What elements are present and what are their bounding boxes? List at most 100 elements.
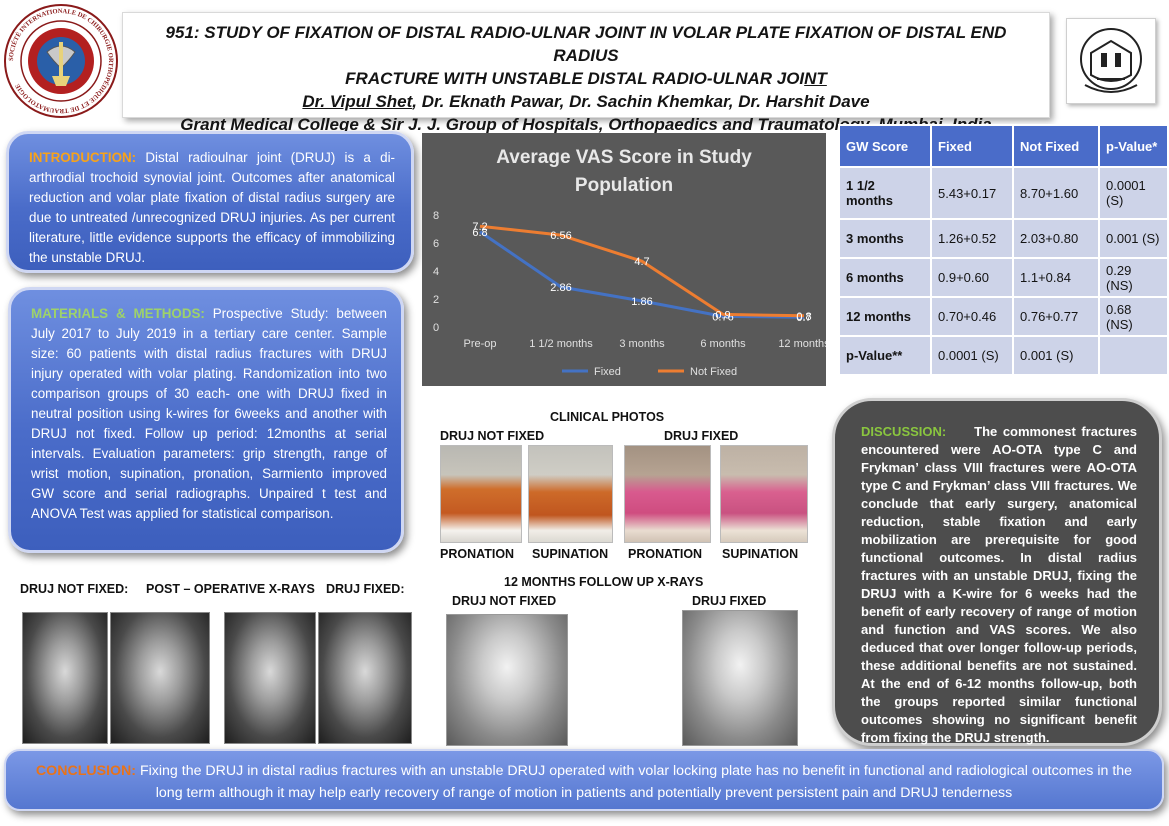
legend-label: Fixed bbox=[594, 366, 621, 378]
table-row: 12 months 0.70+0.46 0.76+0.77 0.68 (NS) bbox=[838, 296, 1169, 337]
table-cell bbox=[1098, 335, 1169, 376]
xray-postop-not-fixed-lateral bbox=[110, 612, 210, 744]
data-label: 7.2 bbox=[472, 221, 487, 233]
materials-methods-heading: MATERIALS & METHODS: bbox=[31, 306, 205, 321]
conclusion-box: CONCLUSION: Fixing the DRUJ in distal ra… bbox=[4, 749, 1164, 811]
y-tick-label: 6 bbox=[433, 238, 439, 250]
table-cell: 2.03+0.80 bbox=[1012, 218, 1100, 259]
table-header-row: GW Score Fixed Not Fixed p-Value* bbox=[838, 124, 1169, 168]
clinical-photo-fixed-supination bbox=[720, 445, 808, 543]
legend-label: Not Fixed bbox=[690, 366, 737, 378]
table-row: 1 1/2 months 5.43+0.17 8.70+1.60 0.0001 … bbox=[838, 166, 1169, 220]
caption-pronation: PRONATION bbox=[628, 547, 703, 561]
table-cell: 1.26+0.52 bbox=[930, 218, 1014, 259]
y-tick-label: 8 bbox=[433, 210, 439, 222]
y-tick-label: 2 bbox=[433, 294, 439, 306]
xray-postop-fixed-lateral bbox=[318, 612, 412, 744]
caption-supination: SUPINATION bbox=[532, 547, 609, 561]
introduction-text: Distal radioulnar joint (DRUJ) is a di-a… bbox=[29, 150, 395, 265]
materials-methods-box: MATERIALS & METHODS: Prospective Study: … bbox=[8, 287, 404, 553]
co-authors: , Dr. Eknath Pawar, Dr. Sachin Khemkar, … bbox=[412, 92, 870, 111]
x-tick-label: 12 months bbox=[778, 338, 826, 350]
data-label: 0.8 bbox=[796, 311, 811, 323]
conclusion-text: Fixing the DRUJ in distal radius fractur… bbox=[136, 763, 1133, 801]
clinical-label-not-fixed: DRUJ NOT FIXED bbox=[440, 429, 545, 443]
data-label: 2.86 bbox=[550, 282, 571, 294]
y-tick-label: 0 bbox=[433, 322, 439, 334]
xray-postop-not-fixed-ap bbox=[22, 612, 108, 744]
table-row: 6 months 0.9+0.60 1.1+0.84 0.29 (NS) bbox=[838, 257, 1169, 298]
chart-title-line-2: Population bbox=[575, 175, 673, 196]
table-cell: 0.001 (S) bbox=[1012, 335, 1100, 376]
authors: Dr. Vipul Shet, Dr. Eknath Pawar, Dr. Sa… bbox=[123, 90, 1049, 113]
college-logo bbox=[1066, 18, 1156, 104]
poster-header: 951: STUDY OF FIXATION OF DISTAL RADIO-U… bbox=[122, 12, 1050, 134]
table-row: 3 months 1.26+0.52 2.03+0.80 0.001 (S) bbox=[838, 218, 1169, 259]
table-cell: 8.70+1.60 bbox=[1012, 166, 1100, 220]
table-header-cell: Not Fixed bbox=[1012, 124, 1100, 168]
table-cell: 3 months bbox=[838, 218, 932, 259]
sicot-logo: SOCIÉTÉ INTERNATIONALE DE CHIRURGIE ORTH… bbox=[2, 2, 120, 120]
clinical-photo-fixed-pronation bbox=[624, 445, 711, 543]
table-header-cell: Fixed bbox=[930, 124, 1014, 168]
clinical-label-fixed: DRUJ FIXED bbox=[664, 429, 739, 443]
series-line-fixed bbox=[479, 230, 805, 319]
table-header-cell: p-Value* bbox=[1098, 124, 1169, 168]
introduction-heading: INTRODUCTION: bbox=[29, 150, 137, 165]
gw-score-table-wrap: GW Score Fixed Not Fixed p-Value* 1 1/2 … bbox=[838, 124, 1169, 376]
series-line-not-fixed bbox=[479, 224, 805, 318]
clinical-photo-not-fixed-pronation bbox=[440, 445, 522, 543]
xray-12m-fixed bbox=[682, 610, 798, 746]
xray-12m-not-fixed bbox=[446, 614, 568, 746]
table-cell: 6 months bbox=[838, 257, 932, 298]
table-cell: 1 1/2 months bbox=[838, 166, 932, 220]
postop-label-fixed: DRUJ FIXED: bbox=[326, 582, 405, 596]
vas-chart-svg: Average VAS Score in Study Population 0 2… bbox=[433, 147, 826, 378]
table-cell: 0.0001 (S) bbox=[930, 335, 1014, 376]
title-line-2-end: NT bbox=[804, 69, 827, 88]
table-cell: 0.9+0.60 bbox=[930, 257, 1014, 298]
discussion-heading: DISCUSSION: bbox=[861, 424, 947, 439]
title-line-2: FRACTURE WITH UNSTABLE DISTAL RADIO-ULNA… bbox=[345, 69, 805, 88]
data-label: 6.56 bbox=[550, 230, 571, 242]
clinical-photo-not-fixed-supination bbox=[528, 445, 613, 543]
postop-xrays-heading: POST – OPERATIVE X-RAYS bbox=[146, 582, 315, 596]
table-cell: 0.0001 (S) bbox=[1098, 166, 1169, 220]
chart-title-line-1: Average VAS Score in Study bbox=[496, 147, 752, 168]
table-cell: 0.001 (S) bbox=[1098, 218, 1169, 259]
discussion-text: The commonest fractures encountered were… bbox=[861, 424, 1141, 745]
clinical-photos-heading: CLINICAL PHOTOS bbox=[550, 410, 665, 424]
data-label: 1.86 bbox=[631, 296, 652, 308]
table-cell: 0.76+0.77 bbox=[1012, 296, 1100, 337]
institution: Grant Medical College & Sir J. J. Group … bbox=[180, 115, 992, 134]
data-label: 6.8 bbox=[472, 227, 487, 239]
followup-label-not-fixed: DRUJ NOT FIXED bbox=[452, 594, 557, 608]
vas-chart: Average VAS Score in Study Population 0 2… bbox=[422, 133, 826, 386]
discussion-box: DISCUSSION: The commonest fractures enco… bbox=[832, 398, 1162, 746]
xray-postop-fixed-ap bbox=[224, 612, 316, 744]
table-cell: 0.29 (NS) bbox=[1098, 257, 1169, 298]
caption-supination: SUPINATION bbox=[722, 547, 799, 561]
caption-pronation: PRONATION bbox=[440, 547, 515, 561]
materials-methods-text: Prospective Study: between July 2017 to … bbox=[31, 306, 388, 521]
introduction-box: INTRODUCTION: Distal radioulnar joint (D… bbox=[6, 131, 414, 273]
table-cell: 0.70+0.46 bbox=[930, 296, 1014, 337]
gw-score-table: GW Score Fixed Not Fixed p-Value* 1 1/2 … bbox=[838, 124, 1169, 376]
table-cell: 0.68 (NS) bbox=[1098, 296, 1169, 337]
poster-title: 951: STUDY OF FIXATION OF DISTAL RADIO-U… bbox=[123, 21, 1049, 90]
x-tick-label: 3 months bbox=[619, 338, 665, 350]
y-tick-label: 4 bbox=[433, 266, 439, 278]
first-author: Dr. Vipul Shet bbox=[302, 92, 413, 111]
x-tick-label: Pre-op bbox=[463, 338, 496, 350]
table-header-cell: GW Score bbox=[838, 124, 932, 168]
table-row: p-Value** 0.0001 (S) 0.001 (S) bbox=[838, 335, 1169, 376]
table-cell: p-Value** bbox=[838, 335, 932, 376]
followup-xrays-heading: 12 MONTHS FOLLOW UP X-RAYS bbox=[504, 575, 704, 589]
table-cell: 1.1+0.84 bbox=[1012, 257, 1100, 298]
data-label: 0.9 bbox=[715, 309, 730, 321]
table-cell: 5.43+0.17 bbox=[930, 166, 1014, 220]
title-line-1: 951: STUDY OF FIXATION OF DISTAL RADIO-U… bbox=[165, 23, 1007, 65]
table-cell: 12 months bbox=[838, 296, 932, 337]
x-tick-label: 1 1/2 months bbox=[529, 338, 593, 350]
data-label: 4.7 bbox=[634, 256, 649, 268]
